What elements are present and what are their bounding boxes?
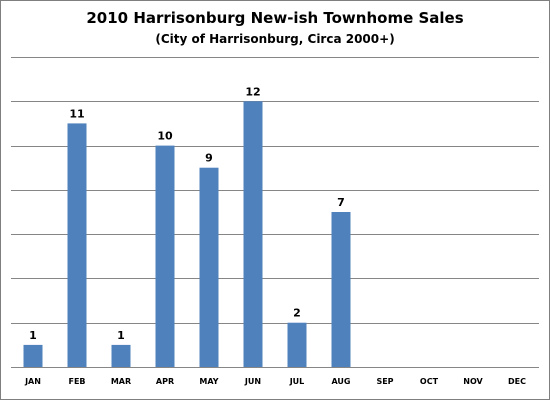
data-label-jul: 2 [293, 307, 301, 320]
bar-aug [331, 212, 351, 367]
x-tick-label-jan: JAN [24, 377, 41, 386]
x-tick-label-mar: MAR [111, 377, 131, 386]
bar-jun [243, 101, 263, 368]
data-label-mar: 1 [117, 329, 125, 342]
bar-mar [111, 344, 131, 367]
data-label-apr: 10 [157, 130, 173, 143]
bar-feb [67, 123, 87, 368]
x-tick-label-sep: SEP [376, 377, 393, 386]
x-tick-label-jul: JUL [289, 377, 305, 386]
x-tick-label-nov: NOV [463, 377, 483, 386]
bar-apr [155, 145, 175, 367]
data-label-may: 9 [205, 152, 213, 165]
data-label-jan: 1 [29, 329, 37, 342]
x-tick-label-aug: AUG [331, 377, 350, 386]
x-tick-label-jun: JUN [244, 377, 261, 386]
data-label-jun: 12 [245, 85, 260, 98]
x-tick-label-may: MAY [199, 377, 218, 386]
x-tick-label-dec: DEC [508, 377, 526, 386]
x-tick-label-apr: APR [156, 377, 174, 386]
bar-jul [287, 322, 307, 367]
x-tick-label-feb: FEB [68, 377, 85, 386]
bar-jan [23, 344, 43, 367]
x-tick-label-oct: OCT [420, 377, 439, 386]
data-label-aug: 7 [337, 196, 345, 209]
chart-subtitle: (City of Harrisonburg, Circa 2000+) [155, 32, 395, 46]
bar-may [199, 167, 219, 367]
data-label-feb: 11 [69, 107, 84, 120]
chart-title: 2010 Harrisonburg New-ish Townhome Sales [86, 9, 464, 27]
